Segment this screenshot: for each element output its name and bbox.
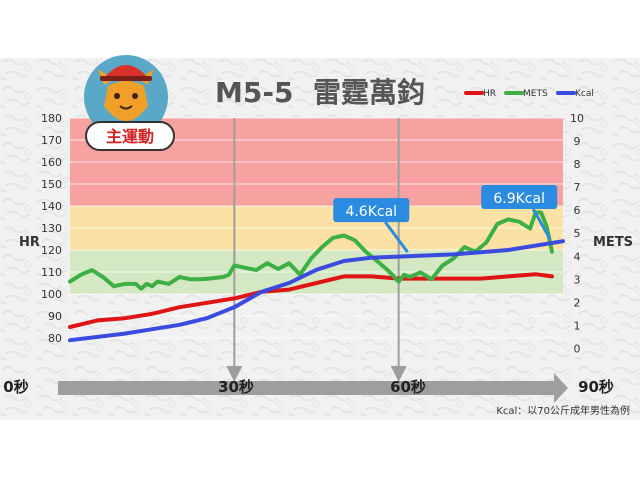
mets-tick-10: 10 [570, 112, 584, 125]
legend: HR METS Kcal [464, 89, 594, 99]
mets-tick-0: 0 [574, 342, 581, 355]
mets-axis-label: METS [593, 235, 633, 250]
mets-tick-7: 7 [574, 181, 581, 194]
mets-tick-2: 2 [574, 296, 581, 309]
badge-label: 主運動 [106, 127, 154, 146]
footnote: Kcal：以70公斤成年男性為例 [496, 404, 630, 417]
x-label-0: 0秒 [3, 378, 28, 396]
mets-tick-9: 9 [574, 135, 581, 148]
mets-tick-labels: 0 1 2 3 4 5 6 7 8 9 10 [570, 112, 584, 355]
hr-tick-120: 120 [41, 244, 62, 257]
x-axis-labels: 0秒 30秒 60秒 90秒 [3, 378, 614, 396]
time-arrow [58, 373, 568, 403]
x-label-3: 90秒 [578, 378, 614, 396]
series-hr [68, 272, 554, 329]
hr-tick-labels: 80 90 100 110 120 130 140 150 160 170 180 [41, 112, 62, 345]
time-markers [226, 118, 407, 382]
mets-tick-1: 1 [574, 319, 581, 332]
callout-pointer-0 [384, 221, 409, 254]
hr-tick-130: 130 [41, 222, 62, 235]
mascot-cat-icon [104, 81, 148, 121]
mets-tick-5: 5 [574, 227, 581, 240]
chart-title: M5-5 雷霆萬鈞 [215, 76, 425, 109]
x-label-1: 30秒 [218, 378, 254, 396]
hr-tick-100: 100 [41, 288, 62, 301]
timeline-arrow-icon [58, 373, 568, 403]
x-label-2: 60秒 [390, 378, 426, 396]
mascot-hat-icon [104, 65, 148, 78]
hr-tick-140: 140 [41, 200, 62, 213]
mets-tick-8: 8 [574, 158, 581, 171]
callout-box-1 [481, 184, 558, 209]
hr-tick-150: 150 [41, 178, 62, 191]
callout-text-0: 4.6Kcal [345, 204, 397, 220]
legend-label-mets: METS [523, 89, 548, 99]
mets-tick-3: 3 [574, 273, 581, 286]
badge-pill [85, 121, 175, 151]
callout-pointer-1 [531, 208, 552, 240]
hr-tick-170: 170 [41, 134, 62, 147]
legend-label-hr: HR [483, 89, 496, 99]
hr-tick-90: 90 [48, 310, 62, 323]
mets-tick-6: 6 [574, 204, 581, 217]
hr-tick-110: 110 [41, 266, 62, 279]
callout-text-1: 6.9Kcal [493, 191, 545, 207]
mets-tick-4: 4 [574, 250, 581, 263]
legend-label-kcal: Kcal [575, 89, 594, 99]
series-mets [68, 210, 554, 291]
hr-tick-160: 160 [41, 156, 62, 169]
callouts: 4.6Kcal 6.9Kcal [333, 184, 558, 254]
series-lines [68, 210, 565, 343]
callout-box-0 [333, 198, 410, 223]
hr-axis-label: HR [19, 235, 40, 250]
hr-tick-80: 80 [48, 332, 62, 345]
series-kcal [68, 239, 565, 343]
hr-tick-180: 180 [41, 112, 62, 125]
badge-mascot: 主運動 [84, 55, 175, 151]
